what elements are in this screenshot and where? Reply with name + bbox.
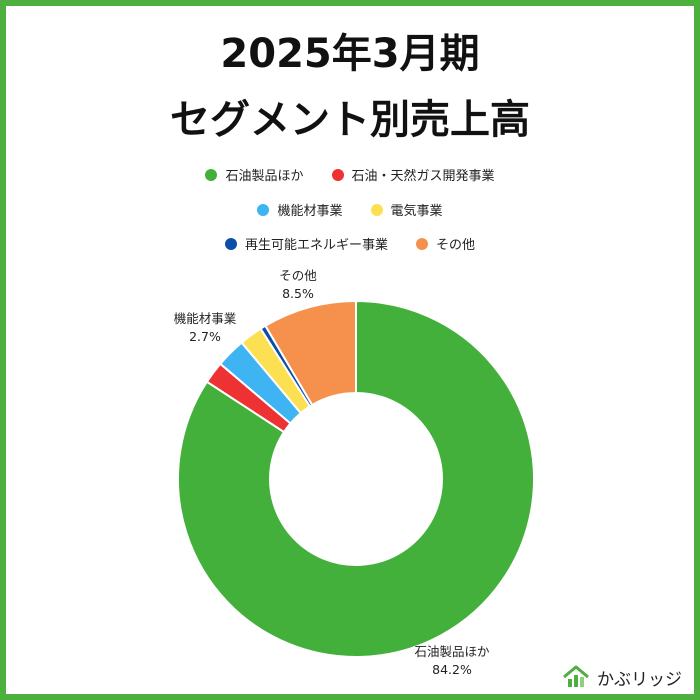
legend-row-1: 石油製品ほか 石油・天然ガス開発事業 — [0, 165, 700, 184]
legend-item-electric[interactable]: 電気事業 — [370, 200, 443, 219]
chart-title-line1: 2025年3月期 — [220, 31, 480, 77]
legend-swatch-electric — [370, 203, 383, 216]
donut-slice-other[interactable] — [264, 299, 357, 407]
legend-item-oil-gas[interactable]: 石油・天然ガス開発事業 — [331, 165, 495, 184]
legend-item-other[interactable]: その他 — [416, 234, 475, 253]
annotation-other-value: 8.5% — [282, 285, 314, 301]
annotation-functional-value: 2.7% — [189, 328, 221, 344]
legend-label-oil-gas: 石油・天然ガス開発事業 — [351, 169, 495, 184]
annotation-petroleum: 石油製品ほか 84.2% — [402, 643, 502, 678]
brand-logo: かぶリッジ — [561, 664, 682, 690]
legend-item-functional[interactable]: 機能材事業 — [257, 200, 343, 219]
annotation-functional-label: 機能材事業 — [173, 311, 237, 326]
legend-label-renewable: 再生可能エネルギー事業 — [244, 238, 388, 253]
legend-label-electric: 電気事業 — [390, 204, 443, 219]
legend-swatch-other — [416, 237, 428, 250]
legend-row-2: 機能材事業 電気事業 — [0, 200, 700, 219]
legend-swatch-renewable — [224, 237, 237, 250]
legend-label-other: その他 — [436, 238, 476, 253]
annotation-petroleum-label: 石油製品ほか — [414, 644, 490, 659]
annotation-other-label: その他 — [279, 268, 317, 283]
chart-title-line2: セグメント別売上高 — [170, 97, 530, 143]
legend-label-petroleum: 石油製品ほか — [225, 169, 304, 184]
legend-swatch-oil-gas — [331, 168, 344, 181]
legend-item-renewable[interactable]: 再生可能エネルギー事業 — [224, 234, 388, 253]
brand-name: かぶリッジ — [597, 669, 682, 690]
annotation-other: その他 8.5% — [258, 267, 338, 302]
legend-row-3: 再生可能エネルギー事業 その他 — [0, 234, 700, 253]
legend-swatch-petroleum — [205, 168, 218, 181]
donut-slice-petroleum[interactable] — [177, 299, 535, 658]
house-chart-icon — [563, 665, 589, 687]
annotation-functional: 機能材事業 2.7% — [160, 310, 250, 345]
annotation-petroleum-value: 84.2% — [432, 661, 472, 677]
legend-swatch-functional — [257, 203, 270, 216]
legend-item-petroleum[interactable]: 石油製品ほか — [205, 165, 304, 184]
legend-label-functional: 機能材事業 — [277, 204, 343, 219]
